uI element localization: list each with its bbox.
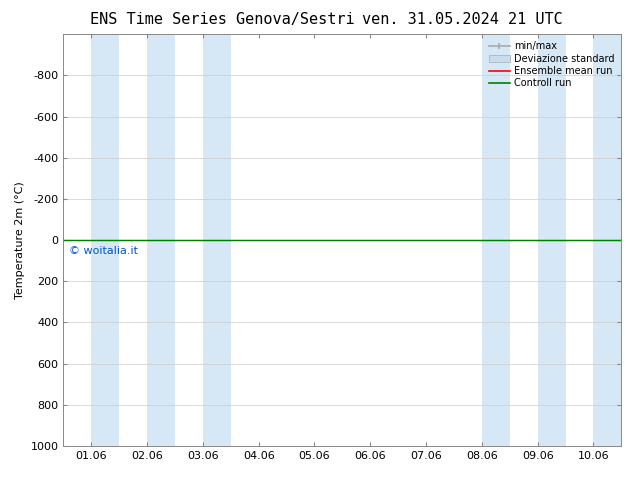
Bar	[593, 34, 621, 446]
Bar	[482, 34, 510, 446]
Bar	[538, 34, 566, 446]
Text: © woitalia.it: © woitalia.it	[69, 246, 138, 256]
Bar	[147, 34, 175, 446]
Y-axis label: Temperature 2m (°C): Temperature 2m (°C)	[15, 181, 25, 299]
Text: ENS Time Series Genova/Sestri: ENS Time Series Genova/Sestri	[89, 12, 354, 27]
Bar	[91, 34, 119, 446]
Legend: min/max, Deviazione standard, Ensemble mean run, Controll run: min/max, Deviazione standard, Ensemble m…	[487, 39, 616, 90]
Bar	[203, 34, 231, 446]
Text: ven. 31.05.2024 21 UTC: ven. 31.05.2024 21 UTC	[363, 12, 563, 27]
